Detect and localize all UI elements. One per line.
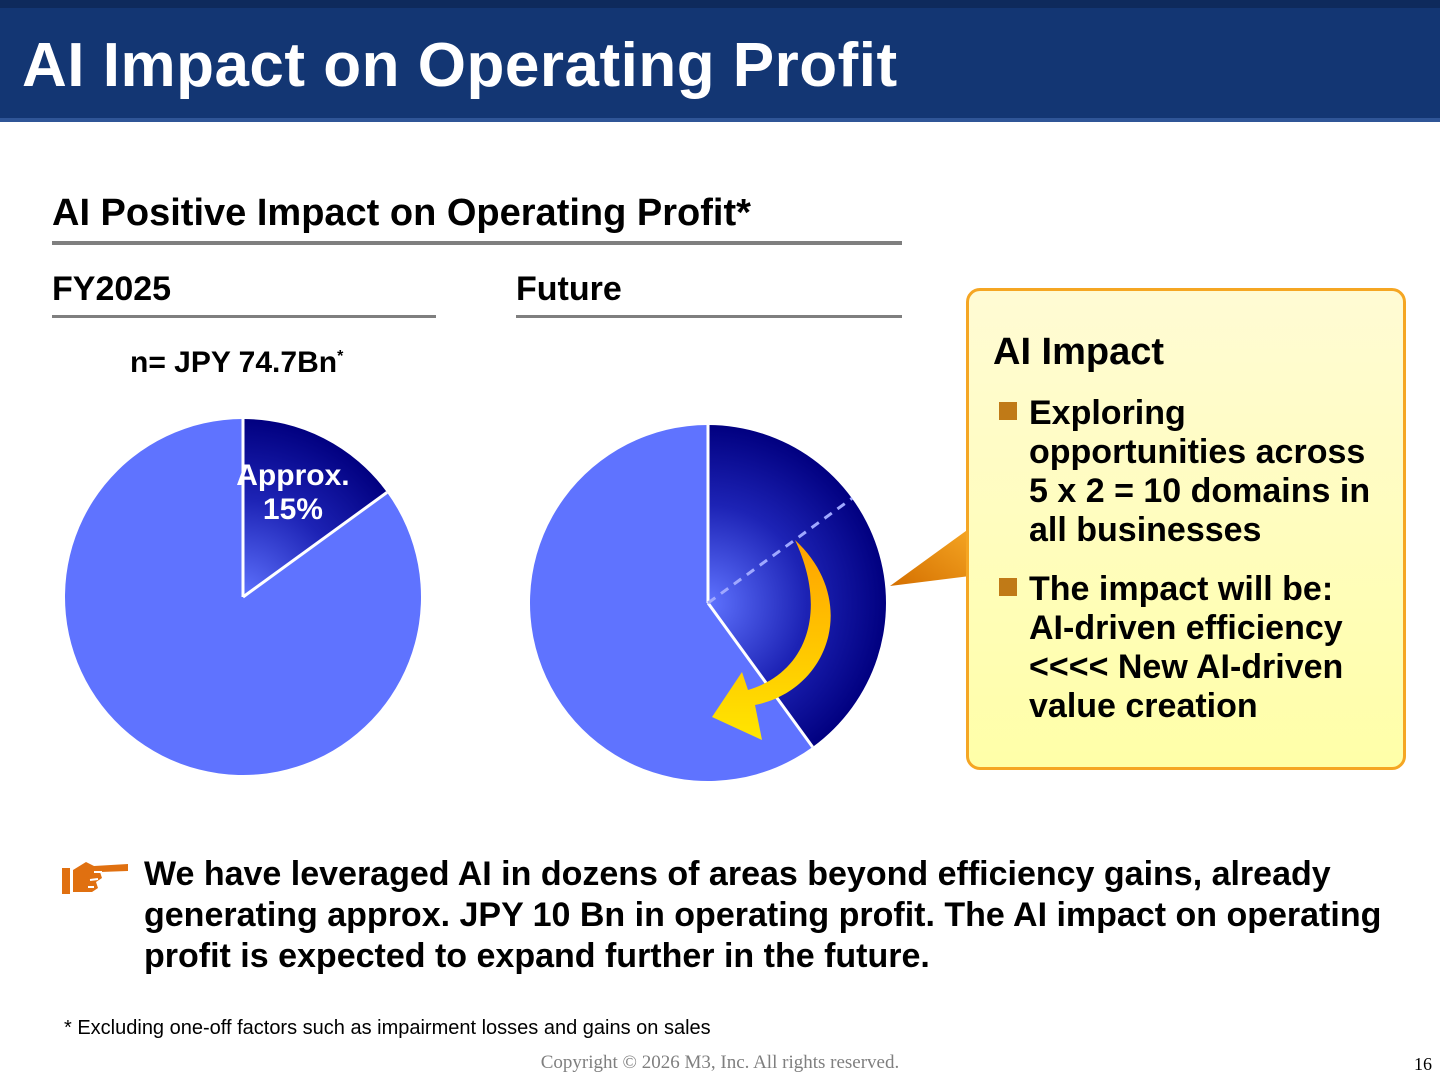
callout-bullet: The impact will be: AI-driven efficiency… — [993, 570, 1383, 726]
future-slice-border-1 — [706, 602, 814, 748]
fy2025-slice-border-1 — [242, 491, 388, 599]
callout-bullet-text: The impact will be: AI-driven efficiency… — [1029, 570, 1344, 725]
fy2025-heading: FY2025 — [52, 270, 436, 318]
title-bar: AI Impact on Operating Profit — [0, 0, 1440, 122]
page-title: AI Impact on Operating Profit — [22, 31, 898, 100]
callout-bullet: Exploring opportunities across 5 x 2 = 1… — [993, 394, 1383, 550]
callout-bullet-text: Exploring opportunities across 5 x 2 = 1… — [1029, 394, 1371, 549]
callout-pointer — [890, 528, 970, 586]
fy2025-total-label: n= JPY 74.7Bn* — [130, 346, 343, 380]
previous-share-dashed-line — [707, 497, 853, 605]
fy2025-pie — [64, 419, 422, 776]
slice-label-ai-line2: 15% — [263, 493, 323, 526]
total-value: n= JPY 74.7Bn — [130, 346, 338, 379]
copyright: Copyright © 2026 M3, Inc. All rights res… — [540, 1052, 900, 1073]
fy2025-slice-0 — [243, 419, 388, 597]
section-title: AI Positive Impact on Operating Profit* — [52, 192, 902, 245]
ai-impact-callout: AI Impact Exploring opportunities across… — [966, 288, 1406, 770]
expansion-arrow-icon — [712, 540, 831, 740]
footnote: * Excluding one-off factors such as impa… — [64, 1017, 711, 1039]
page-number: 16 — [1414, 1054, 1432, 1074]
key-message: We have leveraged AI in dozens of areas … — [144, 855, 1382, 975]
callout-bullet-list: Exploring opportunities across 5 x 2 = 1… — [993, 394, 1383, 726]
footnote-mark: * — [337, 348, 344, 365]
future-heading: Future — [516, 270, 902, 318]
callout-title: AI Impact — [993, 331, 1165, 373]
future-pie — [529, 425, 886, 782]
square-bullet-icon — [999, 402, 1017, 420]
pointing-hand-icon — [62, 862, 128, 894]
square-bullet-icon — [999, 578, 1017, 596]
slice-label-ai-line1: Approx. — [236, 459, 349, 492]
